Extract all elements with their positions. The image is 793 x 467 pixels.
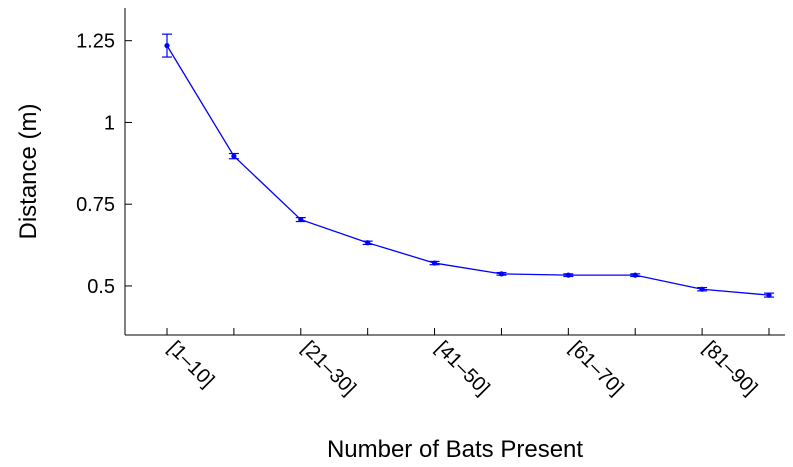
data-point bbox=[231, 153, 237, 159]
x-tick-label: [41–50] bbox=[431, 337, 494, 400]
y-tick-label: 1 bbox=[104, 112, 115, 134]
y-axis-ticks: 0.5 0.75 1 1.25 bbox=[76, 31, 132, 298]
series-layer bbox=[162, 33, 774, 298]
data-point bbox=[365, 240, 371, 246]
y-tick-label: 0.5 bbox=[87, 276, 115, 298]
x-tick-label: [81–90] bbox=[699, 337, 762, 400]
data-point bbox=[164, 43, 170, 49]
x-tick-label: [61–70] bbox=[565, 337, 628, 400]
series-line bbox=[166, 45, 770, 296]
data-point bbox=[298, 216, 304, 223]
y-axis-label: Distance (m) bbox=[15, 103, 42, 239]
plot-frame bbox=[124, 8, 785, 336]
data-point bbox=[431, 260, 438, 266]
data-point bbox=[766, 292, 772, 298]
data-point bbox=[565, 272, 571, 278]
x-axis-ticks: [1–10] [21–30] [41–50] [61–70] [81–90] bbox=[163, 328, 770, 400]
y-tick-label: 0.75 bbox=[76, 194, 115, 216]
y-tick-label: 1.25 bbox=[76, 31, 115, 53]
x-tick-label: [21–30] bbox=[297, 337, 360, 400]
data-point bbox=[632, 272, 638, 278]
x-axis-label: Number of Bats Present bbox=[327, 436, 583, 463]
data-point bbox=[498, 271, 505, 277]
data-point bbox=[699, 286, 705, 292]
x-tick-label: [1–10] bbox=[163, 337, 218, 392]
